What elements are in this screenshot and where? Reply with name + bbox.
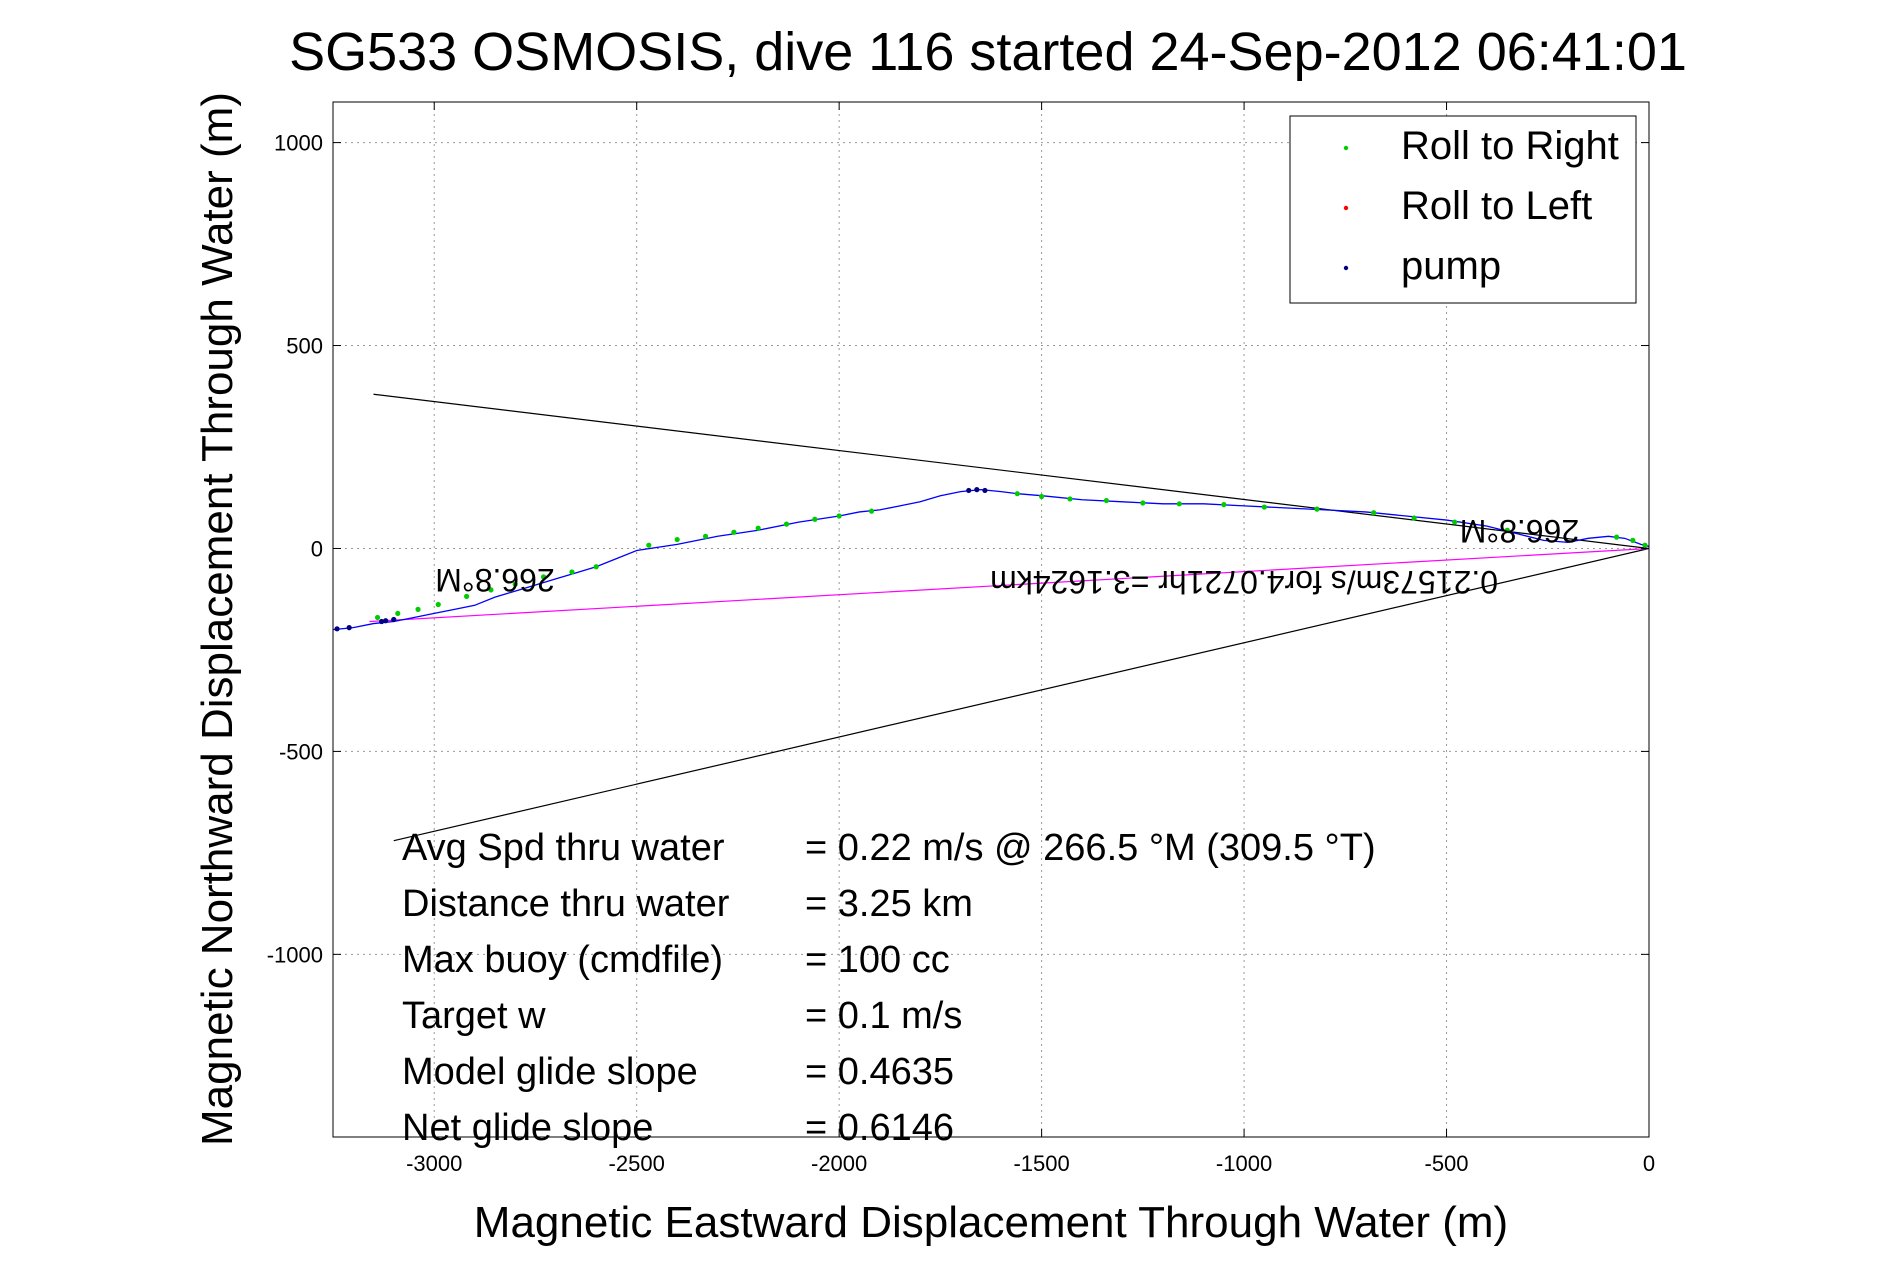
roll-to-right-point: [1176, 501, 1182, 507]
reference-lines: [369, 393, 1649, 842]
x-tick-label: -2000: [811, 1151, 867, 1176]
pump-point: [334, 626, 340, 632]
pump-point: [974, 487, 980, 493]
roll-to-right-point: [1039, 493, 1045, 500]
x-tick-label: -1000: [1216, 1151, 1272, 1176]
annotations: 266.8°M 266.8°M 0.21573m/s for4.0721hr =3.…: [435, 513, 1579, 600]
stat-label: Max buoy (cmdfile): [402, 939, 723, 981]
y-tick-label: -1000: [267, 942, 323, 967]
stats-block: Avg Spd thru water = 0.22 m/s @ 266.5 °M …: [402, 827, 1376, 1149]
roll-to-right-point: [674, 536, 680, 543]
roll-to-right-point: [540, 574, 547, 580]
legend-label: pump: [1401, 244, 1501, 288]
legend-marker: [1343, 145, 1349, 151]
x-tick-label: -1500: [1013, 1151, 1069, 1176]
roll-to-right-point: [1452, 519, 1458, 525]
pump-point: [378, 618, 385, 625]
annotation-label: 266.8°M: [1460, 513, 1580, 549]
roll-to-right-point: [415, 606, 421, 612]
y-axis-label: Magnetic Northward Displacement Through …: [193, 92, 242, 1146]
stat-value: = 0.1 m/s: [805, 995, 962, 1037]
chart-title: SG533 OSMOSIS, dive 116 started 24-Sep-2…: [289, 22, 1687, 82]
roll-to-right-point: [1140, 500, 1146, 506]
roll-to-right-point: [868, 508, 875, 514]
roll-to-right-point: [1411, 515, 1417, 521]
roll-to-right-point: [1614, 534, 1620, 540]
roll-to-right-point: [1014, 491, 1020, 497]
roll-to-right-point: [812, 516, 818, 522]
stat-label: Model glide slope: [402, 1051, 698, 1093]
grid-lines: [333, 102, 1649, 1137]
roll-to-right-point: [569, 569, 575, 575]
legend-marker: [1343, 205, 1349, 211]
roll-to-right-point: [836, 513, 842, 519]
pump-point: [383, 618, 389, 624]
roll-to-right-point: [1067, 496, 1073, 502]
plot-frame: [332, 101, 1650, 1138]
roll-to-right-point: [1371, 510, 1377, 516]
roll-to-right-point: [731, 529, 737, 535]
pump-point: [346, 625, 352, 631]
roll-to-right-point: [702, 533, 709, 539]
roll-to-right-point: [1261, 504, 1267, 510]
x-tick-label: -2500: [609, 1151, 665, 1176]
y-axis-ticks: 1000 500 0 -500 -1000: [267, 131, 1649, 967]
x-axis-ticks: -3000 -2500 -2000 -1500 -1000 -500 0: [406, 102, 1655, 1176]
y-tick-label: 500: [286, 334, 323, 359]
roll-to-right-point: [783, 521, 790, 527]
series-lines: [333, 488, 1649, 631]
stat-value: = 100 cc: [805, 939, 950, 981]
roll-to-right-point: [1314, 506, 1320, 512]
roll-to-right-point: [646, 542, 652, 548]
x-axis-label: Magnetic Eastward Displacement Through W…: [474, 1198, 1508, 1247]
stat-value: = 3.25 km: [805, 883, 973, 925]
roll-to-right-point: [488, 587, 494, 593]
roll-to-right-point: [464, 593, 470, 599]
roll-to-right-point: [1103, 497, 1110, 504]
roll-to-right-point: [395, 610, 401, 617]
stat-label: Distance thru water: [402, 883, 730, 925]
annotation-label: 266.8°M: [435, 562, 555, 598]
reference-line: [369, 547, 1649, 623]
stat-value: = 0.6146: [805, 1107, 954, 1149]
x-tick-label: -500: [1425, 1151, 1469, 1176]
pump-point: [966, 487, 972, 494]
legend-label: Roll to Right: [1401, 124, 1619, 168]
roll-to-right-point: [512, 581, 518, 587]
reference-line: [393, 547, 1649, 842]
roll-to-right-point: [593, 564, 599, 570]
x-tick-label: 0: [1643, 1151, 1655, 1176]
stat-value: = 0.22 m/s @ 266.5 °M (309.5 °T): [805, 827, 1376, 869]
roll-to-right-point: [1630, 537, 1636, 543]
stat-label: Target w: [402, 995, 546, 1037]
roll-to-right-point: [1504, 527, 1510, 533]
roll-to-right-point: [1221, 502, 1227, 508]
stat-label: Net glide slope: [402, 1107, 653, 1149]
roll-to-right-point: [374, 614, 381, 621]
x-tick-label: -3000: [406, 1151, 462, 1176]
y-tick-label: 1000: [274, 131, 323, 156]
stat-value: = 0.4635: [805, 1051, 954, 1093]
roll-to-right-point: [1642, 542, 1648, 548]
legend: Roll to Right Roll to Left pump: [1289, 115, 1637, 304]
roll-to-right-point: [755, 525, 761, 531]
legend-label: Roll to Left: [1401, 184, 1592, 228]
pump-point: [391, 616, 397, 623]
y-tick-label: -500: [279, 739, 323, 764]
stat-label: Avg Spd thru water: [402, 827, 725, 869]
pump-point: [982, 487, 988, 494]
annotation-label: 0.21573m/s for4.0721hr =3.1624km: [990, 564, 1498, 600]
y-tick-label: 0: [311, 536, 323, 561]
series-markers: [334, 487, 1648, 632]
roll-to-right-point: [435, 601, 441, 608]
track-line: [333, 488, 1649, 631]
legend-marker: [1343, 265, 1349, 271]
reference-line: [373, 393, 1649, 550]
